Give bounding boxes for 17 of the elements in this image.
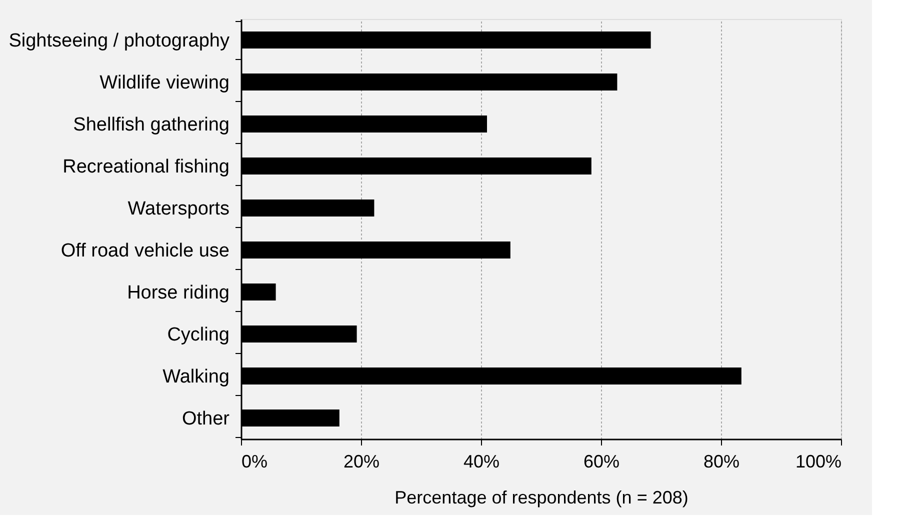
y-tick-label: Wildlife viewing bbox=[100, 72, 230, 94]
y-tick-label: Cycling bbox=[167, 324, 230, 346]
x-tick-label: 100% bbox=[795, 452, 842, 472]
y-tick-label: Walking bbox=[162, 366, 230, 388]
x-tick-label: 20% bbox=[343, 452, 380, 472]
x-tick-label: 80% bbox=[703, 452, 740, 472]
y-tick-label: Shellfish gathering bbox=[73, 114, 230, 136]
y-tick-label: Sightseeing / photography bbox=[8, 30, 230, 52]
y-tick-label: Watersports bbox=[128, 198, 230, 220]
y-tick-label: Off road vehicle use bbox=[60, 240, 230, 262]
x-axis-title: Percentage of respondents (n = 208) bbox=[394, 488, 688, 508]
y-tick-label: Other bbox=[182, 408, 230, 430]
y-tick-label: Recreational fishing bbox=[62, 156, 230, 178]
x-tick-label: 0% bbox=[242, 452, 268, 472]
x-tick-label: 40% bbox=[463, 452, 500, 472]
x-tick-label: 60% bbox=[583, 452, 620, 472]
y-tick-label: Horse riding bbox=[127, 282, 230, 304]
